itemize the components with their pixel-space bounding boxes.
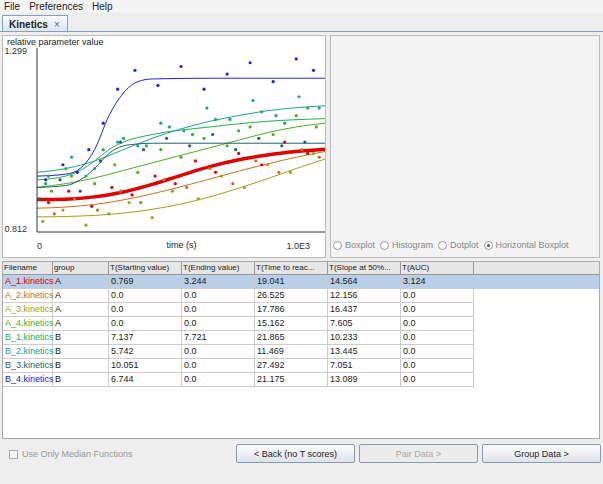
html-text:A_4.kinetics A: A_4.kinetics A [5, 318, 61, 328]
html-text:0.0: 0.0 [403, 360, 416, 370]
html-text:12.156: 12.156 [330, 290, 358, 300]
html-text:Boxplot: Boxplot [345, 240, 375, 250]
html-text:0.0: 0.0 [184, 290, 197, 300]
html-text:B_3.kinetics B: B_3.kinetics B [5, 360, 61, 370]
html-text:0.769: 0.769 [111, 276, 134, 286]
html-text:< Back (no T scores): < Back (no T scores) [254, 448, 337, 459]
html-text:7.605: 7.605 [330, 318, 353, 328]
html-text:0.0: 0.0 [184, 346, 197, 356]
html-text:3.124: 3.124 [403, 276, 426, 286]
html-text:B_2.kinetics B: B_2.kinetics B [5, 346, 61, 356]
html-text:Horizontal Boxplot: Horizontal Boxplot [495, 240, 569, 250]
html-text:T(Time to reac...: T(Time to reac... [256, 263, 315, 272]
html-text:0.0: 0.0 [184, 304, 197, 314]
html-text:11.469: 11.469 [257, 346, 284, 356]
html-text:5.742: 5.742 [111, 346, 134, 356]
html-text:15.162: 15.162 [257, 318, 285, 328]
html-text:A_2.kinetics A: A_2.kinetics A [5, 290, 61, 300]
html-text:7.721: 7.721 [184, 332, 207, 342]
html-text:6.744: 6.744 [111, 374, 134, 384]
svg-text:0: 0 [37, 241, 42, 251]
html-text:Filename: Filename [4, 263, 37, 272]
html-text:Group Data >: Group Data > [514, 448, 569, 459]
html-text:17.786: 17.786 [257, 304, 285, 314]
html-text:13.089: 13.089 [330, 374, 358, 384]
html-text:B_4.kinetics B: B_4.kinetics B [5, 374, 61, 384]
html-text:0.0: 0.0 [403, 346, 416, 356]
html-text:File: File [4, 1, 21, 12]
html-text:10.233: 10.233 [330, 332, 358, 342]
html-text:16.437: 16.437 [330, 304, 358, 314]
html-text:7.137: 7.137 [111, 332, 134, 342]
svg-text:0.812: 0.812 [8, 224, 27, 234]
html-text:B_1.kinetics B: B_1.kinetics B [5, 332, 61, 342]
html-text:Help: Help [92, 1, 113, 12]
html-text:0.0: 0.0 [403, 290, 416, 300]
html-text:T(AUC): T(AUC) [402, 263, 430, 272]
html-text:0.0: 0.0 [403, 304, 416, 314]
html-text:T(Starting value): T(Starting value) [110, 263, 170, 272]
html-text:26.525: 26.525 [257, 290, 285, 300]
html-text:Use Only Median Functions: Use Only Median Functions [22, 449, 133, 459]
html-text:27.492: 27.492 [257, 360, 285, 370]
svg-text:1.0E3: 1.0E3 [286, 241, 310, 251]
html-text:7.051: 7.051 [330, 360, 353, 370]
html-text:13.445: 13.445 [330, 346, 358, 356]
html-text:0.0: 0.0 [111, 318, 124, 328]
html-text:10.051: 10.051 [111, 360, 139, 370]
svg-text:1.299: 1.299 [8, 46, 27, 56]
html-text:3.244: 3.244 [184, 276, 207, 286]
html-text:Histogram: Histogram [392, 240, 433, 250]
html-text:Kinetics: Kinetics [9, 18, 48, 30]
html-text:A_3.kinetics A: A_3.kinetics A [5, 304, 61, 314]
html-text:0.0: 0.0 [111, 290, 124, 300]
html-text:0.0: 0.0 [111, 304, 124, 314]
html-text:21.175: 21.175 [257, 374, 285, 384]
html-text:0.0: 0.0 [403, 374, 416, 384]
html-text:Pair Data >: Pair Data > [395, 448, 442, 459]
html-text:0.0: 0.0 [403, 318, 416, 328]
html-text:relative parameter value: relative parameter value [7, 37, 104, 47]
html-text:Dotplot: Dotplot [450, 240, 479, 250]
html-text:21.865: 21.865 [257, 332, 285, 342]
html-text:14.564: 14.564 [330, 276, 358, 286]
html-text:0.0: 0.0 [184, 318, 197, 328]
html-text:group: group [54, 263, 75, 272]
html-text:time (s): time (s) [166, 240, 197, 250]
html-text:Preferences: Preferences [29, 1, 83, 12]
html-text:0.0: 0.0 [403, 332, 416, 342]
html-text:0.0: 0.0 [184, 374, 197, 384]
html-text:19.041: 19.041 [257, 276, 285, 286]
html-text:T(Ending value): T(Ending value) [183, 263, 240, 272]
html-text:A_1.kinetics A: A_1.kinetics A [5, 276, 61, 286]
html-text:T(Slope at 50%...: T(Slope at 50%... [329, 263, 391, 272]
html-text:0.0: 0.0 [184, 360, 197, 370]
